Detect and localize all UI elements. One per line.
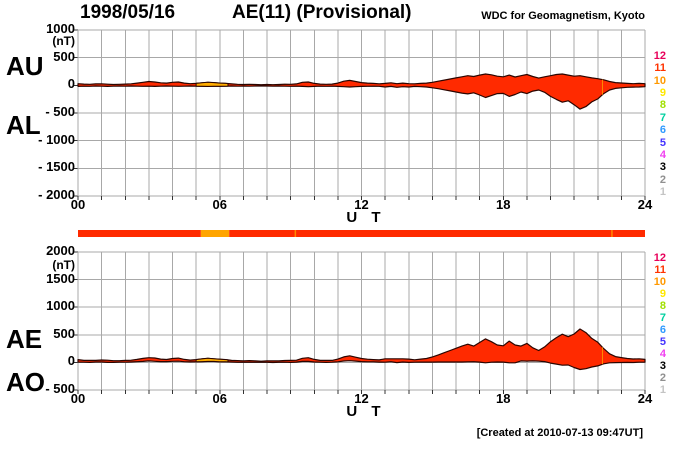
x-tick-label: 12 xyxy=(354,391,369,406)
station-number: 7 xyxy=(659,111,666,124)
al-axis-label: AL xyxy=(6,110,41,140)
station-number: 8 xyxy=(659,99,666,112)
x-tick-label: 06 xyxy=(212,391,227,406)
station-number: 6 xyxy=(659,324,666,336)
y-tick-label: 500 xyxy=(53,325,75,341)
station-number: 1 xyxy=(659,384,666,396)
station-number: 2 xyxy=(659,372,666,384)
au-axis-label: AU xyxy=(6,51,44,81)
y-tick-label: 0 xyxy=(67,76,75,92)
date-title: 1998/05/16 xyxy=(80,2,176,23)
top-highlight-segment xyxy=(195,81,229,87)
y-tick-label: 1000 xyxy=(46,21,75,36)
y-tick-label: - 500 xyxy=(45,104,75,119)
station-number: 10 xyxy=(653,276,666,288)
x-tick-label: 18 xyxy=(496,391,511,406)
y-tick-label: - 2000 xyxy=(38,187,75,202)
unit-label-top: (nT) xyxy=(52,34,75,48)
station-number: 6 xyxy=(659,124,666,137)
y-tick-label: 0 xyxy=(67,353,75,369)
top-trace xyxy=(77,73,646,110)
availability-bar-segment xyxy=(229,230,645,237)
bottom-highlight-segment xyxy=(195,357,229,363)
station-number: 12 xyxy=(653,50,666,62)
station-number: 3 xyxy=(659,161,666,174)
station-number: 5 xyxy=(659,336,666,348)
page-title: AE(11) (Provisional) xyxy=(232,2,412,23)
ut-label-bottom: U T xyxy=(346,403,386,420)
station-number: 4 xyxy=(659,348,666,360)
station-number: 4 xyxy=(659,148,666,161)
station-number: 7 xyxy=(659,312,666,324)
y-tick-label: - 500 xyxy=(45,381,75,396)
station-number: 12 xyxy=(653,252,666,264)
created-at-label: [Created at 2010-07-13 09:47UT] xyxy=(476,427,643,439)
x-tick-label: 06 xyxy=(212,197,227,212)
credit-label: WDC for Geomagnetism, Kyoto xyxy=(481,10,645,22)
station-number: 11 xyxy=(654,62,666,75)
availability-bar-mark xyxy=(611,230,613,237)
ae-axis-label: AE xyxy=(6,324,43,354)
availability-bar-segment xyxy=(200,230,230,237)
unit-label-bottom: (nT) xyxy=(52,258,75,272)
station-number: 11 xyxy=(654,264,666,276)
x-tick-label: 12 xyxy=(354,197,369,212)
ut-label-top: U T xyxy=(346,209,386,226)
station-number: 8 xyxy=(659,300,666,312)
y-tick-label: 2000 xyxy=(46,243,75,258)
y-tick-label: - 1000 xyxy=(38,131,75,147)
y-tick-label: 1000 xyxy=(46,298,75,314)
station-number: 2 xyxy=(659,173,666,186)
x-tick-label: 00 xyxy=(70,197,86,212)
station-number: 9 xyxy=(659,87,666,100)
x-tick-label: 24 xyxy=(637,197,653,212)
x-tick-label: 18 xyxy=(496,197,511,212)
y-tick-label: 1500 xyxy=(46,270,75,286)
y-tick-label: - 1500 xyxy=(38,159,75,175)
station-number: 9 xyxy=(659,288,666,300)
y-tick-label: 500 xyxy=(53,48,75,64)
availability-bar-mark xyxy=(294,230,297,237)
station-number: 10 xyxy=(653,74,666,87)
ao-axis-label: AO xyxy=(6,367,45,397)
x-tick-label: 24 xyxy=(637,391,653,406)
x-tick-label: 00 xyxy=(70,391,86,406)
station-number: 5 xyxy=(659,136,666,149)
station-number: 1 xyxy=(659,186,666,199)
station-number: 3 xyxy=(659,360,666,372)
availability-bar-segment xyxy=(78,230,201,237)
